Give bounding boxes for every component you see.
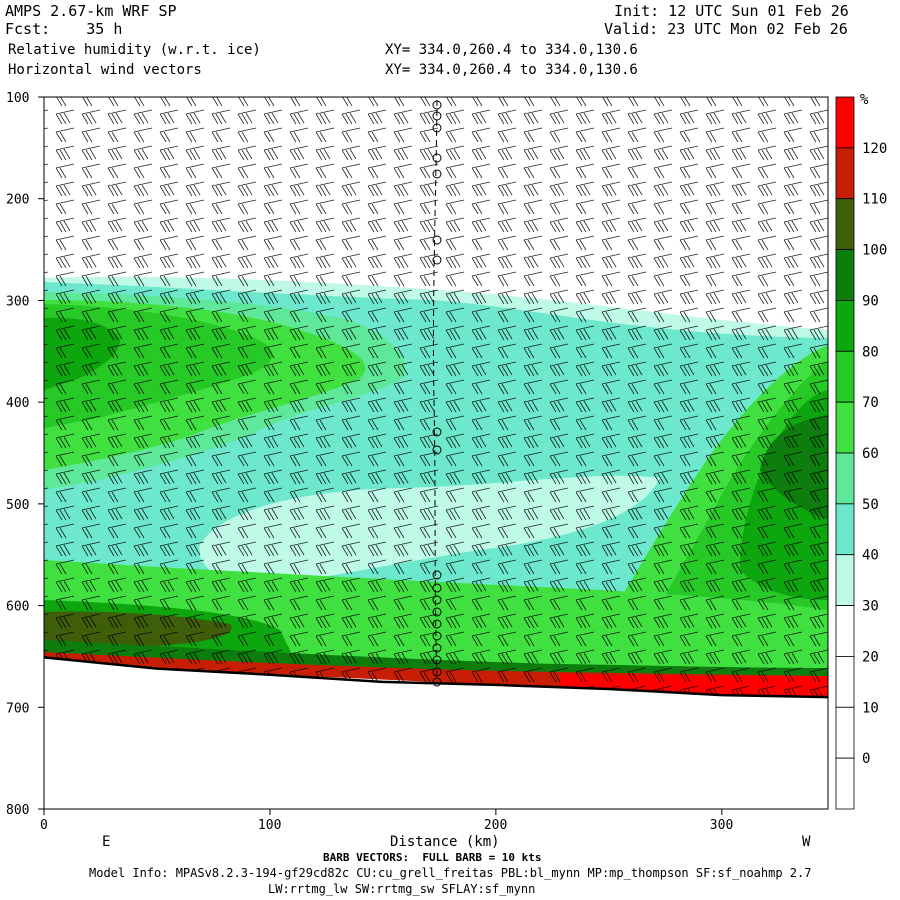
colorbar-band — [835, 401, 855, 454]
colorbar-band — [835, 656, 855, 708]
x-axis-label: Distance (km) — [390, 834, 500, 850]
cross-section-coords-1: XY= 334.0,260.4 to 334.0,130.6 — [385, 42, 638, 58]
trajectory-circle — [432, 111, 442, 121]
colorbar-label: 120 — [862, 141, 887, 157]
trajectory-circle — [432, 235, 442, 245]
y-tick-label: 400 — [6, 396, 29, 411]
trajectory-circle — [432, 655, 442, 665]
colorbar-band — [835, 605, 855, 657]
colorbar-band — [835, 300, 855, 352]
trajectory-circle — [432, 667, 442, 677]
fcst-label: Fcst: — [5, 20, 51, 38]
y-tick-label: 700 — [6, 701, 29, 716]
y-tick-label: 500 — [6, 498, 29, 513]
model-title: AMPS 2.67-km WRF SP — [5, 2, 177, 20]
y-tick-label: 600 — [6, 600, 29, 615]
colorbar-label: 10 — [862, 700, 879, 716]
trajectory-circle — [432, 619, 442, 629]
trajectory-circle — [432, 583, 442, 593]
trajectory-circle — [432, 153, 442, 163]
x-tick-label: 100 — [258, 818, 281, 833]
colorbar-label: 0 — [862, 751, 870, 767]
trajectory-circle — [432, 643, 442, 653]
cross-section-coords-2: XY= 334.0,260.4 to 334.0,130.6 — [385, 62, 638, 78]
model-info: Model Info: MPASv8.2.3-194-gf29cd82c CU:… — [89, 866, 812, 880]
colorbar-band — [835, 452, 855, 505]
colorbar-band — [835, 706, 855, 759]
colorbar-label: 40 — [862, 548, 879, 564]
y-tick-label: 300 — [6, 294, 29, 309]
trajectory-circle — [432, 631, 442, 641]
colorbar-unit: % — [860, 92, 869, 108]
trajectory-circle — [432, 169, 442, 179]
colorbar-label: 80 — [862, 344, 879, 360]
colorbar-band — [835, 757, 855, 810]
colorbar-label: 20 — [862, 649, 879, 665]
colorbar-label: 50 — [862, 497, 879, 513]
init-time: Init: 12 UTC Sun 01 Feb 26 — [614, 2, 849, 20]
colorbar-band — [835, 503, 855, 556]
x-tick-label: 200 — [484, 818, 507, 833]
trajectory-circle — [432, 607, 442, 617]
trajectory-circle — [432, 123, 442, 133]
terrain-line — [44, 656, 828, 699]
colorbar-band — [835, 350, 855, 403]
barb-note: BARB VECTORS: FULL BARB = 10 kts — [323, 851, 542, 864]
trajectory-circle — [432, 677, 442, 687]
trajectory-line — [432, 99, 438, 681]
field-name-1: Relative humidity (w.r.t. ice) — [8, 42, 261, 58]
colorbar-label: 60 — [862, 446, 879, 462]
wind-barbs — [44, 97, 828, 697]
x-end-label-west: W — [802, 834, 811, 850]
plot-frame — [43, 96, 829, 810]
trajectory-markers — [432, 100, 442, 687]
field-name-2: Horizontal wind vectors — [8, 62, 202, 78]
colorbar-label: 70 — [862, 395, 879, 411]
colorbar-band — [835, 249, 855, 301]
trajectory-circle — [432, 100, 442, 110]
model-info-2: LW:rrtmg_lw SW:rrtmg_sw SFLAY:sf_mynn — [268, 882, 536, 896]
colorbar-band — [835, 554, 855, 606]
colorbar-band — [835, 147, 855, 200]
colorbar-label: 90 — [862, 293, 879, 309]
trajectory-circle — [432, 445, 442, 455]
trajectory-circle — [432, 427, 442, 437]
y-tick-label: 200 — [6, 193, 29, 208]
x-tick-label: 0 — [40, 818, 48, 833]
trajectory-circle — [432, 570, 442, 580]
colorbar-label: 110 — [862, 192, 887, 208]
trajectory-circle — [432, 595, 442, 605]
y-tick-label: 800 — [6, 803, 29, 818]
x-end-label-east: E — [102, 834, 110, 850]
colorbar-label: 30 — [862, 599, 879, 615]
colorbar-band — [835, 96, 855, 149]
colorbar-label: 100 — [862, 243, 887, 259]
x-tick-label: 300 — [710, 818, 733, 833]
x-axis: 0 100 200 300 — [40, 809, 733, 833]
fcst-value: 35 h — [86, 20, 123, 38]
below-ground-mask — [44, 657, 828, 809]
y-tick-label: 100 — [6, 91, 29, 106]
colorbar: 0 10 20 30 40 50 60 70 80 90 100 110 120 — [835, 96, 887, 810]
forecast-hour: Fcst: 35 h — [5, 21, 122, 38]
y-axis: 100 200 300 400 500 600 700 800 — [6, 91, 44, 818]
rh-field — [44, 97, 828, 809]
valid-time: Valid: 23 UTC Mon 02 Feb 26 — [604, 20, 848, 38]
colorbar-band — [835, 198, 855, 250]
trajectory-circle — [432, 255, 442, 265]
